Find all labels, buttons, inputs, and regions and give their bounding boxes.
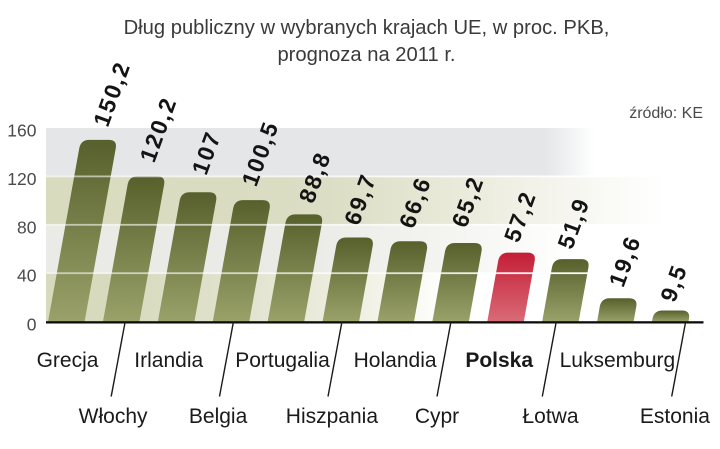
svg-text:prognoza na 2011 r.: prognoza na 2011 r. <box>277 44 455 66</box>
svg-text:Dług publiczny w wybranych kra: Dług publiczny w wybranych krajach UE, w… <box>124 17 610 39</box>
svg-text:Łotwa: Łotwa <box>522 405 578 428</box>
svg-text:80: 80 <box>17 217 37 237</box>
svg-text:Hiszpania: Hiszpania <box>286 405 379 428</box>
svg-text:Polska: Polska <box>465 349 533 372</box>
svg-text:Belgia: Belgia <box>189 405 248 428</box>
svg-text:Grecja: Grecja <box>37 349 99 372</box>
svg-text:Włochy: Włochy <box>79 405 148 428</box>
svg-text:160: 160 <box>7 121 36 141</box>
svg-text:Portugalia: Portugalia <box>235 349 330 372</box>
svg-text:Luksemburg: Luksemburg <box>560 349 676 372</box>
svg-text:Estonia: Estonia <box>640 405 710 428</box>
svg-text:120: 120 <box>7 169 36 189</box>
svg-text:Cypr: Cypr <box>415 405 459 428</box>
svg-text:0: 0 <box>27 315 37 335</box>
svg-text:źródło: KE: źródło: KE <box>629 105 703 122</box>
svg-text:Holandia: Holandia <box>354 349 437 372</box>
svg-text:Irlandia: Irlandia <box>134 349 203 372</box>
svg-text:40: 40 <box>17 266 37 286</box>
